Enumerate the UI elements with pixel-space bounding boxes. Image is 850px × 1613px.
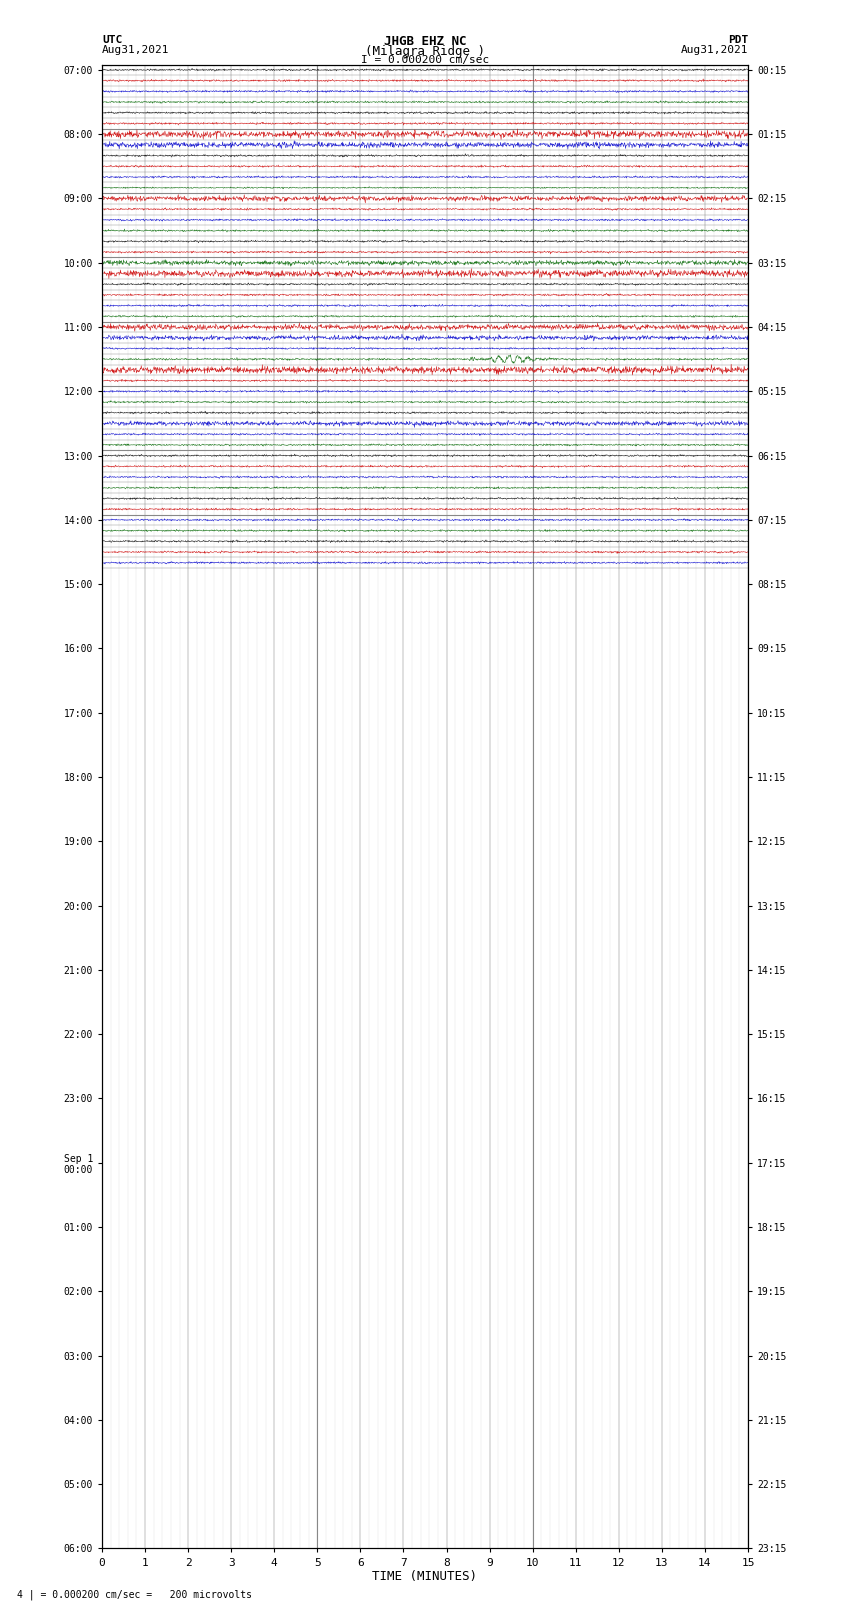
Text: JHGB EHZ NC: JHGB EHZ NC	[383, 35, 467, 48]
Text: UTC: UTC	[102, 35, 122, 45]
Text: I = 0.000200 cm/sec: I = 0.000200 cm/sec	[361, 55, 489, 65]
X-axis label: TIME (MINUTES): TIME (MINUTES)	[372, 1571, 478, 1584]
Text: PDT: PDT	[728, 35, 748, 45]
Text: Aug31,2021: Aug31,2021	[102, 45, 169, 55]
Text: (Milagra Ridge ): (Milagra Ridge )	[365, 45, 485, 58]
Text: Aug31,2021: Aug31,2021	[681, 45, 748, 55]
Text: 4 | = 0.000200 cm/sec =   200 microvolts: 4 | = 0.000200 cm/sec = 200 microvolts	[17, 1589, 252, 1600]
